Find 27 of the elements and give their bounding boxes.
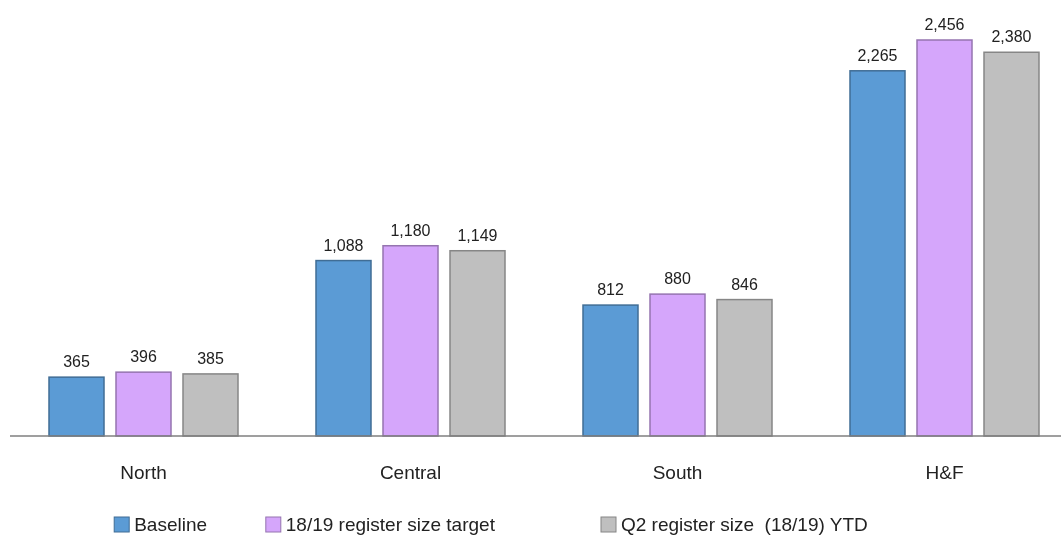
data-label: 1,088 <box>323 236 364 254</box>
data-label: 385 <box>197 349 224 367</box>
legend-label: Q2 register size (18/19) YTD <box>621 514 868 535</box>
x-tick-label: H&F <box>925 462 964 483</box>
x-tick-label: South <box>652 462 703 483</box>
bar <box>48 376 105 437</box>
data-label: 2,456 <box>924 16 965 33</box>
legend-label: 18/19 register size target <box>285 514 496 535</box>
bar <box>115 371 172 437</box>
data-label: 1,149 <box>457 226 498 244</box>
data-label: 2,380 <box>991 28 1032 46</box>
bar <box>916 39 973 437</box>
data-label: 846 <box>731 275 758 293</box>
legend-label: Baseline <box>134 514 208 535</box>
data-label: 880 <box>664 270 691 288</box>
data-label: 2,265 <box>857 46 898 64</box>
data-label: 396 <box>130 348 157 366</box>
data-label: 365 <box>63 353 90 371</box>
bar <box>849 70 906 437</box>
x-tick-label: North <box>120 462 167 483</box>
bar <box>315 259 372 437</box>
data-label: 1,180 <box>390 221 431 239</box>
bar <box>582 304 639 437</box>
data-label: 812 <box>597 281 624 299</box>
bar <box>382 244 439 437</box>
bar <box>649 293 706 437</box>
x-tick-label: Central <box>379 462 442 483</box>
